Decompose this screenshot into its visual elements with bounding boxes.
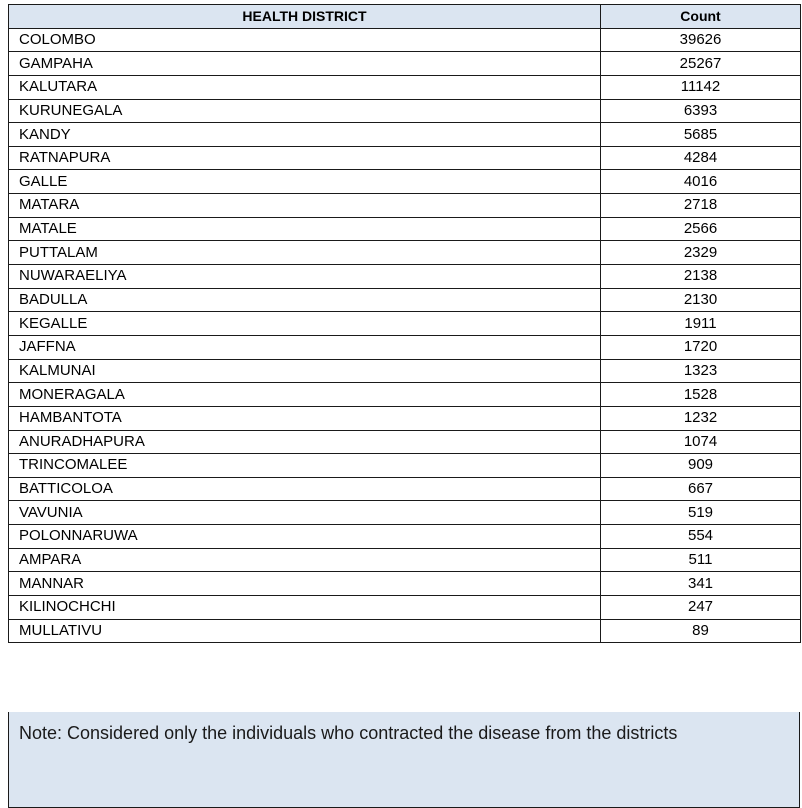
table-note: Note: Considered only the individuals wh… xyxy=(8,712,800,808)
district-name-cell: KALUTARA xyxy=(8,74,601,100)
district-name-cell: GALLE xyxy=(8,169,601,195)
district-name-cell: MANNAR xyxy=(8,571,601,597)
count-cell: 247 xyxy=(600,595,801,620)
district-name-cell: BATTICOLOA xyxy=(8,476,601,502)
district-name-cell: MULLATIVU xyxy=(8,618,601,644)
table-body: COLOMBO 39626 GAMPAHA 25267 KALUTARA 11142 KUR… xyxy=(8,27,801,644)
table-row: VAVUNIA 519 xyxy=(8,500,801,526)
count-cell: 4284 xyxy=(600,145,801,171)
district-name-cell: ANURADHAPURA xyxy=(8,429,601,455)
table-row: KALMUNAI 1323 xyxy=(8,358,801,384)
count-cell: 11142 xyxy=(600,74,801,100)
table-row: JAFFNA 1720 xyxy=(8,334,801,360)
table-row: KEGALLE 1911 xyxy=(8,311,801,336)
count-cell: 1911 xyxy=(600,311,801,336)
count-cell: 5685 xyxy=(600,122,801,147)
district-name-cell: MATALE xyxy=(8,216,601,242)
count-cell: 2718 xyxy=(600,193,801,218)
table-row: PUTTALAM 2329 xyxy=(8,240,801,266)
table-row: MULLATIVU 89 xyxy=(8,618,801,644)
table-row: BADULLA 2130 xyxy=(8,287,801,313)
table-header-row: HEALTH DISTRICT Count xyxy=(8,4,801,29)
count-cell: 511 xyxy=(600,547,801,573)
district-name-cell: COLOMBO xyxy=(8,27,601,53)
count-cell: 2566 xyxy=(600,216,801,242)
count-cell: 25267 xyxy=(600,51,801,76)
district-name-cell: TRINCOMALEE xyxy=(8,453,601,478)
table-row: KALUTARA 11142 xyxy=(8,74,801,100)
column-header-count: Count xyxy=(600,4,801,29)
district-name-cell: BADULLA xyxy=(8,287,601,313)
table-row: MANNAR 341 xyxy=(8,571,801,597)
table-row: TRINCOMALEE 909 xyxy=(8,453,801,478)
count-cell: 1720 xyxy=(600,334,801,360)
district-name-cell: MONERAGALA xyxy=(8,382,601,407)
table-row: MATALE 2566 xyxy=(8,216,801,242)
district-name-cell: RATNAPURA xyxy=(8,145,601,171)
table-row: KILINOCHCHI 247 xyxy=(8,595,801,620)
count-cell: 909 xyxy=(600,453,801,478)
count-cell: 6393 xyxy=(600,98,801,124)
column-header-district: HEALTH DISTRICT xyxy=(8,4,601,29)
table-row: KANDY 5685 xyxy=(8,122,801,147)
table-row: NUWARAELIYA 2138 xyxy=(8,264,801,289)
table-row: KURUNEGALA 6393 xyxy=(8,98,801,124)
count-cell: 1074 xyxy=(600,429,801,455)
district-name-cell: MATARA xyxy=(8,193,601,218)
table-row: GAMPAHA 25267 xyxy=(8,51,801,76)
count-cell: 1323 xyxy=(600,358,801,384)
district-name-cell: GAMPAHA xyxy=(8,51,601,76)
district-name-cell: PUTTALAM xyxy=(8,240,601,266)
table-row: AMPARA 511 xyxy=(8,547,801,573)
count-cell: 519 xyxy=(600,500,801,526)
district-name-cell: KEGALLE xyxy=(8,311,601,336)
table-row: HAMBANTOTA 1232 xyxy=(8,405,801,431)
table-row: MONERAGALA 1528 xyxy=(8,382,801,407)
count-cell: 341 xyxy=(600,571,801,597)
district-count-table: HEALTH DISTRICT Count COLOMBO 39626 GAMPAH… xyxy=(8,4,801,644)
table-row: GALLE 4016 xyxy=(8,169,801,195)
table-row: COLOMBO 39626 xyxy=(8,27,801,53)
table-row: RATNAPURA 4284 xyxy=(8,145,801,171)
count-cell: 554 xyxy=(600,524,801,549)
count-cell: 4016 xyxy=(600,169,801,195)
table-row: BATTICOLOA 667 xyxy=(8,476,801,502)
count-cell: 89 xyxy=(600,618,801,644)
count-cell: 1528 xyxy=(600,382,801,407)
district-name-cell: NUWARAELIYA xyxy=(8,264,601,289)
district-name-cell: KURUNEGALA xyxy=(8,98,601,124)
district-name-cell: VAVUNIA xyxy=(8,500,601,526)
district-name-cell: KILINOCHCHI xyxy=(8,595,601,620)
table-row: ANURADHAPURA 1074 xyxy=(8,429,801,455)
district-name-cell: JAFFNA xyxy=(8,334,601,360)
count-cell: 2130 xyxy=(600,287,801,313)
count-cell: 39626 xyxy=(600,27,801,53)
count-cell: 2138 xyxy=(600,264,801,289)
district-name-cell: POLONNARUWA xyxy=(8,524,601,549)
district-name-cell: HAMBANTOTA xyxy=(8,405,601,431)
table-row: POLONNARUWA 554 xyxy=(8,524,801,549)
count-cell: 1232 xyxy=(600,405,801,431)
district-name-cell: KANDY xyxy=(8,122,601,147)
count-cell: 2329 xyxy=(600,240,801,266)
table-row: MATARA 2718 xyxy=(8,193,801,218)
count-cell: 667 xyxy=(600,476,801,502)
district-name-cell: AMPARA xyxy=(8,547,601,573)
district-name-cell: KALMUNAI xyxy=(8,358,601,384)
